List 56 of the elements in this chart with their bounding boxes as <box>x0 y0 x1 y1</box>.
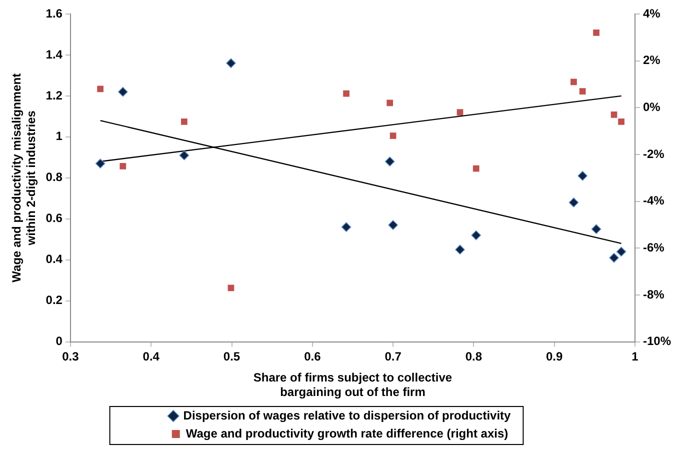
x-tick-label: 0.4 <box>142 349 160 364</box>
point <box>591 224 602 234</box>
y-tick-label: 1.6 <box>46 6 63 20</box>
point <box>568 198 579 208</box>
x-axis-title: Share of firms subject to collective bargaining out of the firm <box>253 370 452 400</box>
y2-tick-label: -10% <box>642 334 672 348</box>
y-axis-title: Wage and productivity misalignment within 2-digit industries <box>10 73 38 282</box>
y2-tick-label: -8% <box>642 287 665 302</box>
y-tick-label: 1.4 <box>46 47 63 62</box>
point <box>472 165 480 172</box>
y2-tick-label: 2% <box>642 53 661 68</box>
legend-label: Dispersion of wages relative to dispersion of productivity <box>183 408 512 422</box>
point <box>456 109 464 116</box>
y-tick-label: 0 <box>56 334 63 348</box>
x-tick-label: 0.9 <box>546 349 564 364</box>
x-tick-label: 1 <box>632 349 639 364</box>
y-tick-label: 0.2 <box>46 293 63 308</box>
point <box>390 132 396 139</box>
point <box>579 88 586 94</box>
point <box>118 86 128 97</box>
x-tick-label: 0.6 <box>304 349 322 364</box>
y2-tick-label: -2% <box>642 146 665 161</box>
point <box>384 156 395 166</box>
legend-label: Wage and productivity growth rate difference (right axis) <box>186 426 508 440</box>
point <box>179 150 190 160</box>
point <box>386 100 394 106</box>
point <box>616 246 626 257</box>
point <box>570 78 577 86</box>
point <box>578 170 588 181</box>
point <box>618 118 624 125</box>
y2-tick-label: -4% <box>642 194 665 208</box>
x-tick-label: 0.7 <box>384 349 402 364</box>
x-tick-label: 0.5 <box>223 349 240 364</box>
point <box>95 158 106 168</box>
x-tick-label: 0.3 <box>62 349 80 364</box>
y-tick-label: 1 <box>56 129 63 144</box>
point <box>97 86 104 92</box>
y2-tick-label: -6% <box>642 240 665 254</box>
point <box>593 30 600 36</box>
y-tick-label: 0.4 <box>46 252 63 266</box>
y2-tick-label: 0% <box>642 100 661 114</box>
x-tick-label: 0.8 <box>465 349 482 364</box>
point <box>610 112 618 118</box>
point <box>471 230 482 240</box>
y-tick-label: 1.2 <box>46 88 63 102</box>
point <box>341 222 352 232</box>
point <box>388 220 398 230</box>
y2-tick-label: 4% <box>642 6 661 20</box>
point <box>181 118 188 125</box>
point <box>609 252 619 263</box>
point <box>455 244 465 255</box>
point <box>343 90 350 97</box>
y-tick-label: 0.8 <box>46 170 63 184</box>
point <box>120 163 126 170</box>
point <box>226 58 236 68</box>
y-tick-label: 0.6 <box>46 211 63 226</box>
